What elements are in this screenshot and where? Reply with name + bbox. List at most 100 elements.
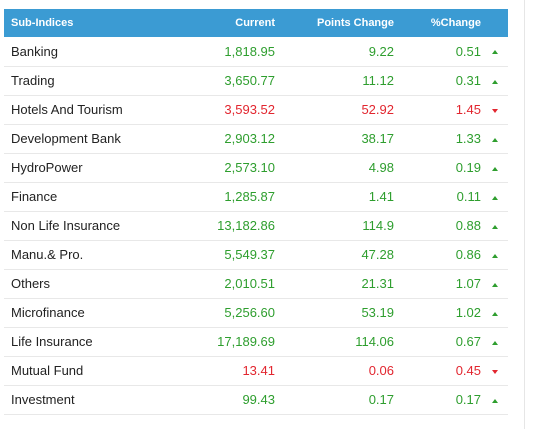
points-change-value: 11.12 <box>362 73 394 88</box>
current-value: 5,256.60 <box>224 305 275 320</box>
arrow-down-icon <box>491 369 498 374</box>
percent-change-value: 1.33 <box>455 131 481 146</box>
arrow-down-icon <box>491 108 498 113</box>
table-header-row: Sub-Indices Current Points Change %Chang… <box>4 9 508 37</box>
trend-cell <box>481 211 508 240</box>
points-change-value: 38.17 <box>361 131 394 146</box>
percent-change-value: 0.31 <box>455 73 481 88</box>
trend-cell <box>481 95 508 124</box>
sub-index-name: Development Bank <box>11 131 121 146</box>
arrow-up-icon <box>491 79 498 84</box>
arrow-up-icon <box>491 398 498 403</box>
header-trend <box>481 9 508 37</box>
table-row[interactable]: Banking 1,818.95 9.22 0.51 <box>4 37 508 66</box>
sub-indices-panel: Sub-Indices Current Points Change %Chang… <box>4 9 508 415</box>
points-change-value: 0.17 <box>368 392 394 407</box>
points-change-value: 1.41 <box>368 189 394 204</box>
header-sub-indices[interactable]: Sub-Indices <box>11 17 74 29</box>
sub-index-name: Non Life Insurance <box>11 218 121 233</box>
sub-index-name: Hotels And Tourism <box>11 102 123 117</box>
percent-change-value: 1.07 <box>455 276 481 291</box>
trend-cell <box>481 153 508 182</box>
points-change-value: 114.06 <box>355 334 394 349</box>
current-value: 13.41 <box>242 363 275 378</box>
arrow-up-icon <box>491 166 498 171</box>
current-value: 99.43 <box>242 392 275 407</box>
current-value: 5,549.37 <box>224 247 275 262</box>
table-row[interactable]: Development Bank 2,903.12 38.17 1.33 <box>4 124 508 153</box>
table-body: Banking 1,818.95 9.22 0.51 Trading 3,650.77 11… <box>4 37 508 414</box>
sub-index-name: Microfinance <box>11 305 85 320</box>
sub-index-name: Life Insurance <box>11 334 93 349</box>
points-change-value: 9.22 <box>368 43 394 59</box>
table-row[interactable]: Life Insurance 17,189.69 114.06 0.67 <box>4 327 508 356</box>
trend-cell <box>481 37 508 66</box>
sub-index-name: Investment <box>11 392 75 407</box>
sub-index-name: HydroPower <box>11 160 83 175</box>
percent-change-value: 0.19 <box>455 160 481 175</box>
sub-index-name: Trading <box>11 73 55 88</box>
points-change-value: 0.06 <box>368 363 394 378</box>
table-row[interactable]: Non Life Insurance 13,182.86 114.9 0.88 <box>4 211 508 240</box>
header-points-change[interactable]: Points Change <box>316 17 394 29</box>
current-value: 1,818.95 <box>224 43 275 59</box>
table-row[interactable]: Investment 99.43 0.17 0.17 <box>4 385 508 414</box>
points-change-value: 52.92 <box>361 102 394 117</box>
arrow-up-icon <box>491 137 498 142</box>
trend-cell <box>481 356 508 385</box>
arrow-up-icon <box>491 340 498 345</box>
current-value: 2,573.10 <box>224 160 275 175</box>
points-change-value: 4.98 <box>368 160 394 175</box>
sub-index-name: Others <box>11 276 51 291</box>
trend-cell <box>481 298 508 327</box>
current-value: 1,285.87 <box>224 189 275 204</box>
table-row[interactable]: Manu.& Pro. 5,549.37 47.28 0.86 <box>4 240 508 269</box>
header-percent-change[interactable]: %Change <box>430 17 481 29</box>
table-row[interactable]: Microfinance 5,256.60 53.19 1.02 <box>4 298 508 327</box>
arrow-up-icon <box>491 50 498 55</box>
table-row[interactable]: HydroPower 2,573.10 4.98 0.19 <box>4 153 508 182</box>
trend-cell <box>481 124 508 153</box>
points-change-value: 114.9 <box>362 218 394 233</box>
arrow-up-icon <box>491 282 498 287</box>
arrow-up-icon <box>491 195 498 200</box>
percent-change-value: 0.86 <box>455 247 481 262</box>
header-current[interactable]: Current <box>235 17 275 29</box>
percent-change-value: 0.88 <box>455 218 481 233</box>
arrow-up-icon <box>491 311 498 316</box>
percent-change-value: 0.51 <box>455 43 481 59</box>
arrow-up-icon <box>491 224 498 229</box>
table-row[interactable]: Hotels And Tourism 3,593.52 52.92 1.45 <box>4 95 508 124</box>
table-row[interactable]: Mutual Fund 13.41 0.06 0.45 <box>4 356 508 385</box>
trend-cell <box>481 66 508 95</box>
points-change-value: 53.19 <box>361 305 394 320</box>
sub-index-name: Mutual Fund <box>11 363 84 378</box>
current-value: 3,593.52 <box>224 102 275 117</box>
arrow-up-icon <box>491 253 498 258</box>
current-value: 17,189.69 <box>217 334 275 349</box>
points-change-value: 47.28 <box>361 247 394 262</box>
percent-change-value: 0.45 <box>455 363 481 378</box>
panel-border <box>524 0 525 429</box>
table-row[interactable]: Others 2,010.51 21.31 1.07 <box>4 269 508 298</box>
percent-change-value: 1.45 <box>455 102 481 117</box>
current-value: 13,182.86 <box>217 218 275 233</box>
sub-index-name: Banking <box>11 43 58 59</box>
percent-change-value: 0.11 <box>456 189 481 204</box>
percent-change-value: 0.67 <box>455 334 481 349</box>
current-value: 2,010.51 <box>224 276 275 291</box>
table-row[interactable]: Finance 1,285.87 1.41 0.11 <box>4 182 508 211</box>
percent-change-value: 0.17 <box>455 392 481 407</box>
trend-cell <box>481 182 508 211</box>
trend-cell <box>481 385 508 414</box>
percent-change-value: 1.02 <box>455 305 481 320</box>
trend-cell <box>481 240 508 269</box>
table-row[interactable]: Trading 3,650.77 11.12 0.31 <box>4 66 508 95</box>
current-value: 2,903.12 <box>224 131 275 146</box>
sub-index-name: Finance <box>11 189 58 204</box>
sub-index-name: Manu.& Pro. <box>11 247 84 262</box>
points-change-value: 21.31 <box>361 276 394 291</box>
trend-cell <box>481 269 508 298</box>
current-value: 3,650.77 <box>224 73 275 88</box>
trend-cell <box>481 327 508 356</box>
